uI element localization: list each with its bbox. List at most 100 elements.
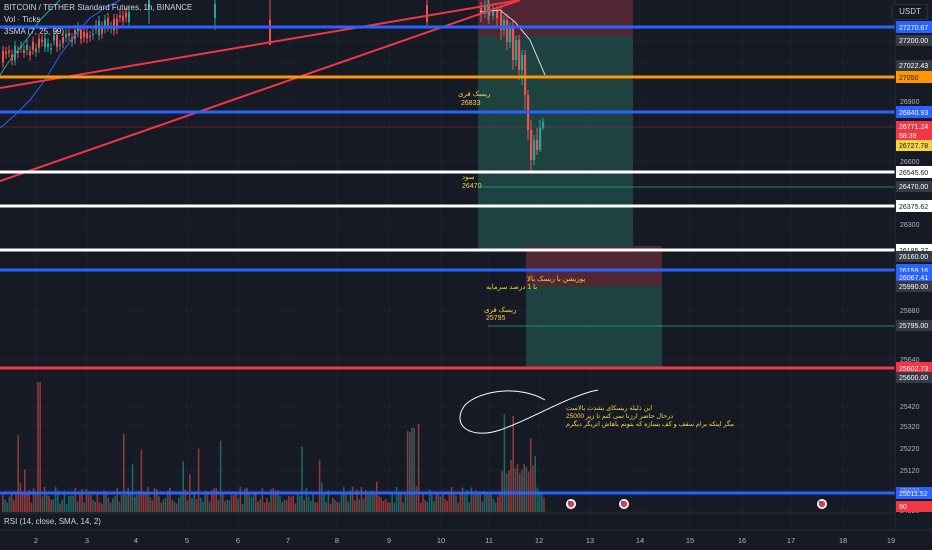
volume-bar — [294, 503, 297, 512]
volume-indicator-label[interactable]: Vol · Ticks — [4, 15, 41, 24]
volume-bar — [312, 493, 314, 512]
candle-body — [122, 15, 124, 22]
sma-blue-line — [0, 0, 121, 129]
candle-body — [128, 11, 130, 23]
event-flag-icon[interactable] — [566, 499, 576, 509]
volume-bar — [345, 492, 347, 512]
candle-body — [487, 4, 489, 10]
volume-bar — [235, 492, 237, 512]
candle-body — [539, 128, 542, 150]
price-tag-bg — [896, 272, 932, 283]
volume-bar — [534, 456, 536, 512]
price-tag-bg — [896, 140, 932, 151]
volume-bar — [54, 486, 57, 512]
volume-bar — [213, 488, 215, 512]
candle-body — [492, 10, 495, 16]
price-tag-label: 25600.00 — [899, 375, 928, 382]
volume-bar — [446, 500, 448, 512]
candle-body — [71, 37, 73, 42]
volume-bar — [281, 502, 283, 512]
volume-bar — [523, 464, 525, 512]
level-tag-label: 27270.67 — [899, 25, 928, 32]
volume-bar — [428, 489, 431, 512]
candle-body — [62, 37, 64, 44]
candle-body — [500, 12, 503, 30]
volume-bar — [255, 491, 257, 512]
volume-bar — [120, 495, 123, 512]
trendline-lower[interactable] — [0, 0, 521, 182]
level-tag-bg — [896, 362, 932, 374]
candle-body — [512, 28, 515, 60]
volume-bar — [303, 499, 305, 512]
candle-body — [14, 45, 16, 61]
price-tag-label: 26160.00 — [899, 254, 928, 261]
volume-bar — [153, 487, 156, 512]
volume-bar — [439, 496, 442, 512]
volume-bar — [470, 487, 473, 512]
symbol-title[interactable]: BITCOIN / TETHER Standard Futures, 1h, B… — [4, 3, 193, 12]
volume-bar — [508, 470, 510, 512]
volume-bar — [195, 499, 198, 512]
price-tag-bg — [896, 181, 932, 192]
volume-bar — [336, 501, 338, 512]
time-axis[interactable] — [0, 530, 932, 550]
volume-bar — [46, 495, 48, 512]
short-target-zone — [478, 36, 633, 251]
volume-bar — [145, 494, 147, 512]
event-flag-icon[interactable] — [817, 499, 827, 509]
price-tick-label: 26300 — [900, 222, 920, 229]
volume-bar — [259, 499, 261, 512]
volume-bar — [360, 486, 363, 512]
price-tick-label: 25320 — [900, 424, 920, 431]
volume-bar — [94, 501, 96, 512]
candle-body — [125, 12, 127, 18]
volume-bar — [169, 487, 171, 512]
volume-bar — [8, 496, 11, 512]
sma-indicator-label[interactable]: 3SMA (7, 25, 99) — [4, 27, 65, 36]
price-tick-label: 26900 — [900, 99, 920, 106]
volume-bar — [448, 493, 451, 512]
volume-bar — [472, 491, 475, 512]
level-tag-bg — [896, 21, 932, 33]
rsi-indicator-label[interactable]: RSI (14, close, SMA, 14, 2) — [4, 517, 101, 526]
volume-bar — [347, 501, 349, 512]
level-tag-bg — [896, 487, 932, 499]
volume-bar — [180, 495, 182, 512]
volume-bar — [369, 493, 371, 512]
currency-selector[interactable]: USDT — [892, 4, 928, 20]
volume-bar — [48, 495, 50, 512]
volume-bar — [488, 494, 490, 512]
volume-bar — [35, 493, 37, 512]
volume-bar — [457, 502, 459, 512]
volume-bar — [354, 500, 356, 512]
level-tag-bg — [896, 71, 932, 83]
time-tick-label: 2 — [34, 536, 38, 545]
volume-bar — [398, 492, 400, 512]
price-tag-bg — [896, 372, 932, 383]
event-flag-icon[interactable] — [619, 499, 629, 509]
volume-bar — [543, 497, 545, 512]
candle-body — [506, 20, 509, 42]
volume-bar — [492, 498, 495, 512]
volume-bar — [6, 502, 8, 512]
volume-bar — [17, 435, 19, 512]
volume-bar — [277, 489, 279, 512]
volume-bar — [237, 498, 239, 512]
horizontal-levels[interactable]: 27270.67 27050 26840.93 26545.60 26375.62 261… — [0, 21, 932, 499]
candle-body — [77, 27, 79, 33]
candle-body — [503, 20, 506, 30]
volume-bar — [530, 438, 532, 512]
volume-bar — [252, 493, 255, 512]
volume-bar — [444, 498, 446, 512]
volume-bar — [32, 488, 35, 512]
volume-bar — [514, 468, 517, 512]
volume-bar — [426, 501, 429, 512]
hand-drawn-loop — [459, 389, 599, 434]
trendline-upper[interactable] — [0, 0, 521, 89]
volume-bar — [21, 494, 24, 512]
short2-target-zone — [526, 286, 662, 368]
volume-bar — [285, 500, 288, 512]
volume-bar — [431, 491, 433, 512]
